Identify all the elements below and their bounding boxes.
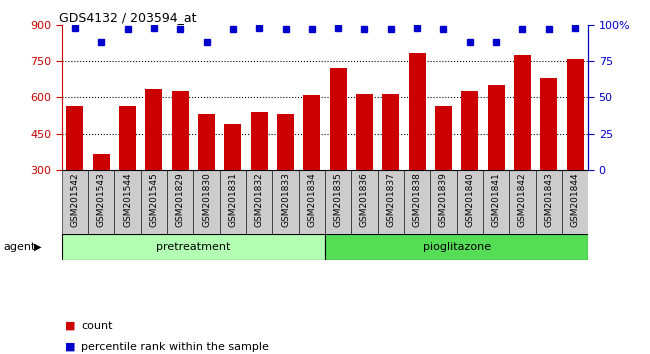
Text: GSM201842: GSM201842	[518, 172, 527, 227]
Bar	[409, 53, 426, 170]
Text: GSM201839: GSM201839	[439, 172, 448, 227]
Text: GSM201543: GSM201543	[97, 172, 106, 227]
Text: percentile rank within the sample: percentile rank within the sample	[81, 342, 269, 352]
Text: GSM201829: GSM201829	[176, 172, 185, 227]
Text: GSM201843: GSM201843	[544, 172, 553, 227]
Bar	[540, 78, 557, 170]
Text: GSM201840: GSM201840	[465, 172, 474, 227]
Text: GSM201831: GSM201831	[228, 172, 237, 227]
Text: GDS4132 / 203594_at: GDS4132 / 203594_at	[59, 11, 196, 24]
Text: pretreatment: pretreatment	[156, 242, 231, 252]
Bar	[536, 170, 562, 234]
Bar	[220, 170, 246, 234]
Bar	[462, 91, 478, 170]
Bar	[88, 170, 114, 234]
Bar	[510, 170, 536, 234]
Text: pioglitazone: pioglitazone	[422, 242, 491, 252]
Bar	[330, 68, 346, 170]
Text: GSM201545: GSM201545	[150, 172, 159, 227]
Bar	[562, 170, 588, 234]
Text: GSM201838: GSM201838	[413, 172, 422, 227]
Text: ▶: ▶	[34, 242, 42, 252]
Bar	[325, 170, 351, 234]
Bar	[325, 234, 588, 260]
Bar	[140, 170, 167, 234]
Bar	[356, 94, 373, 170]
Text: GSM201841: GSM201841	[491, 172, 500, 227]
Bar	[93, 154, 110, 170]
Text: GSM201844: GSM201844	[571, 172, 580, 227]
Bar	[251, 112, 268, 170]
Text: GSM201837: GSM201837	[386, 172, 395, 227]
Text: GSM201542: GSM201542	[70, 172, 79, 227]
Bar	[435, 106, 452, 170]
Text: GSM201835: GSM201835	[333, 172, 343, 227]
Bar	[299, 170, 325, 234]
Text: GSM201832: GSM201832	[255, 172, 264, 227]
Bar	[352, 170, 378, 234]
Text: GSM201834: GSM201834	[307, 172, 317, 227]
Bar	[172, 91, 188, 170]
Bar	[514, 55, 531, 170]
Bar	[146, 89, 162, 170]
Text: agent: agent	[3, 242, 36, 252]
Bar	[456, 170, 483, 234]
Bar	[194, 170, 220, 234]
Text: ■: ■	[65, 321, 75, 331]
Text: GSM201833: GSM201833	[281, 172, 290, 227]
Text: ■: ■	[65, 342, 75, 352]
Text: GSM201830: GSM201830	[202, 172, 211, 227]
Text: GSM201544: GSM201544	[123, 172, 132, 227]
Bar	[272, 170, 299, 234]
Text: GSM201836: GSM201836	[360, 172, 369, 227]
Bar	[198, 114, 215, 170]
Bar	[430, 170, 457, 234]
Text: count: count	[81, 321, 112, 331]
Bar	[382, 94, 399, 170]
Bar	[119, 106, 136, 170]
Bar	[277, 114, 294, 170]
Bar	[62, 170, 88, 234]
Bar	[483, 170, 510, 234]
Bar	[167, 170, 194, 234]
Bar	[378, 170, 404, 234]
Bar	[66, 106, 83, 170]
Bar	[114, 170, 141, 234]
Bar	[404, 170, 430, 234]
Bar	[488, 85, 504, 170]
Bar	[567, 59, 584, 170]
Bar	[62, 234, 325, 260]
Bar	[246, 170, 272, 234]
Bar	[224, 124, 241, 170]
Bar	[304, 95, 320, 170]
